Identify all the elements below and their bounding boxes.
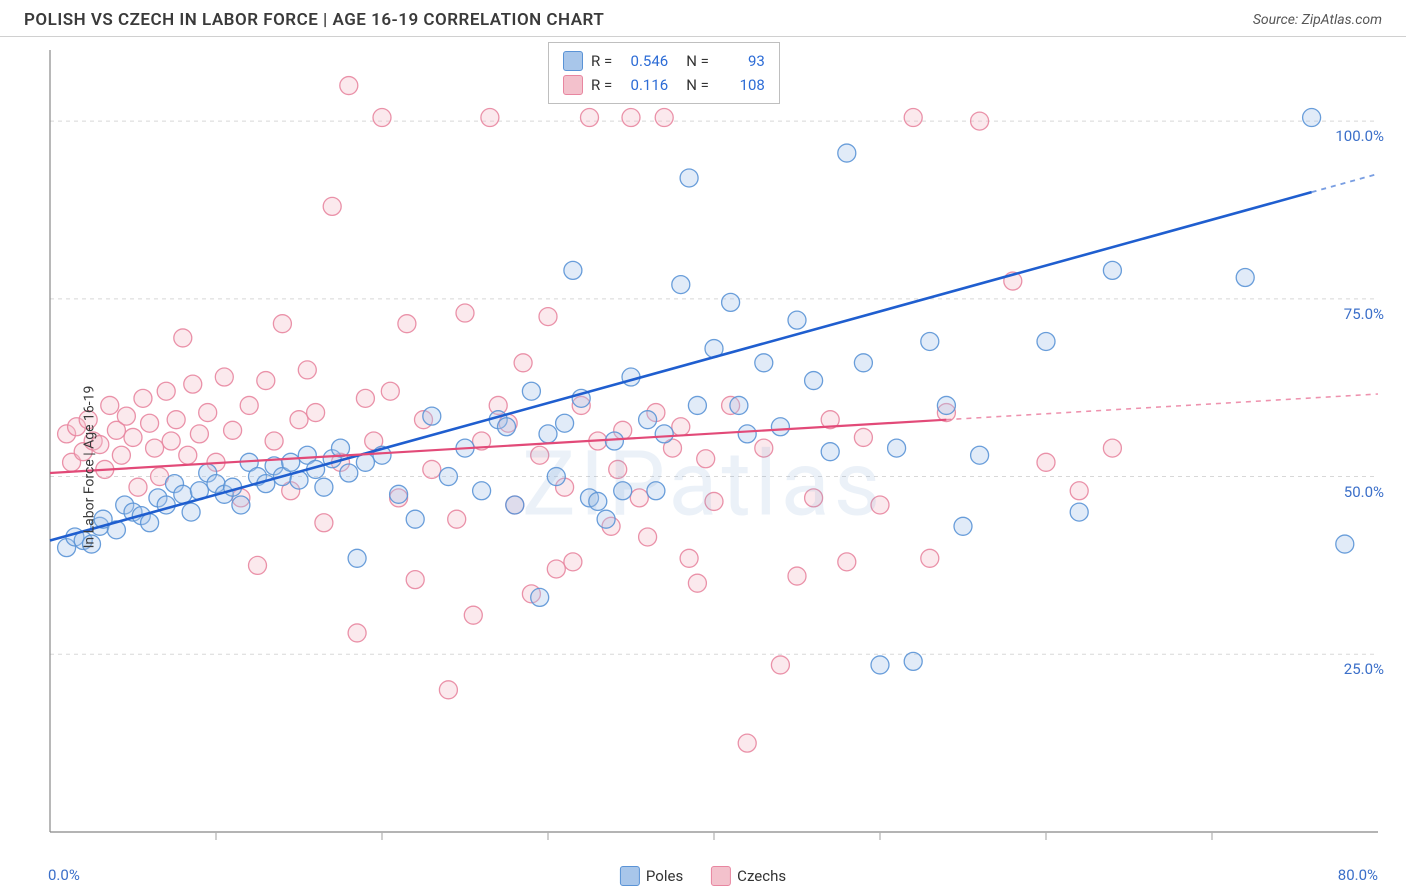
source-prefix: Source:: [1253, 12, 1302, 28]
y-tick-label: 75.0%: [1344, 305, 1384, 323]
legend: Poles Czechs: [620, 866, 786, 886]
source-name: ZipAtlas.com: [1302, 12, 1382, 28]
stats-n-label: N =: [686, 49, 709, 73]
stats-n-value-poles: 93: [717, 49, 765, 73]
legend-label-czechs: Czechs: [737, 867, 786, 885]
stats-r-label: R =: [591, 73, 612, 97]
source-attribution: Source: ZipAtlas.com: [1253, 12, 1382, 28]
x-axis-min-label: 0.0%: [48, 866, 80, 884]
legend-label-poles: Poles: [646, 867, 683, 885]
legend-swatch-poles: [620, 866, 640, 886]
correlation-stats-box: R = 0.546 N = 93 R = 0.116 N = 108: [548, 42, 780, 104]
legend-swatch-czechs: [711, 866, 731, 886]
stats-swatch-czechs: [563, 75, 583, 95]
scatter-chart: [0, 42, 1406, 892]
stats-r-label: R =: [591, 49, 612, 73]
stats-r-value-czechs: 0.116: [620, 73, 668, 97]
stats-swatch-poles: [563, 51, 583, 71]
stats-row-poles: R = 0.546 N = 93: [563, 49, 765, 73]
y-axis-label: In Labor Force | Age 16-19: [81, 386, 97, 549]
y-tick-label: 25.0%: [1344, 660, 1384, 678]
stats-row-czechs: R = 0.116 N = 108: [563, 73, 765, 97]
stats-r-value-poles: 0.546: [620, 49, 668, 73]
y-tick-label: 100.0%: [1335, 127, 1384, 145]
legend-item-poles: Poles: [620, 866, 683, 886]
y-tick-label: 50.0%: [1344, 483, 1384, 501]
chart-area: In Labor Force | Age 16-19 ZIPatlas 25.0…: [0, 42, 1406, 892]
stats-n-label: N =: [686, 73, 709, 97]
x-axis-max-label: 80.0%: [1338, 866, 1378, 884]
chart-title: POLISH VS CZECH IN LABOR FORCE | AGE 16-…: [24, 10, 604, 30]
stats-n-value-czechs: 108: [717, 73, 765, 97]
chart-header: POLISH VS CZECH IN LABOR FORCE | AGE 16-…: [0, 0, 1406, 37]
legend-item-czechs: Czechs: [711, 866, 786, 886]
